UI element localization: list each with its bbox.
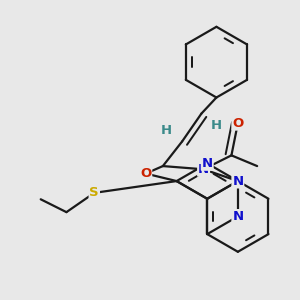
Text: S: S	[89, 186, 99, 200]
Text: N: N	[232, 175, 243, 188]
Text: H: H	[161, 124, 172, 136]
Text: H: H	[211, 119, 222, 132]
Text: N: N	[202, 157, 213, 170]
Text: O: O	[140, 167, 151, 180]
Text: N: N	[232, 210, 243, 223]
Text: O: O	[232, 117, 244, 130]
Text: N: N	[198, 163, 209, 176]
